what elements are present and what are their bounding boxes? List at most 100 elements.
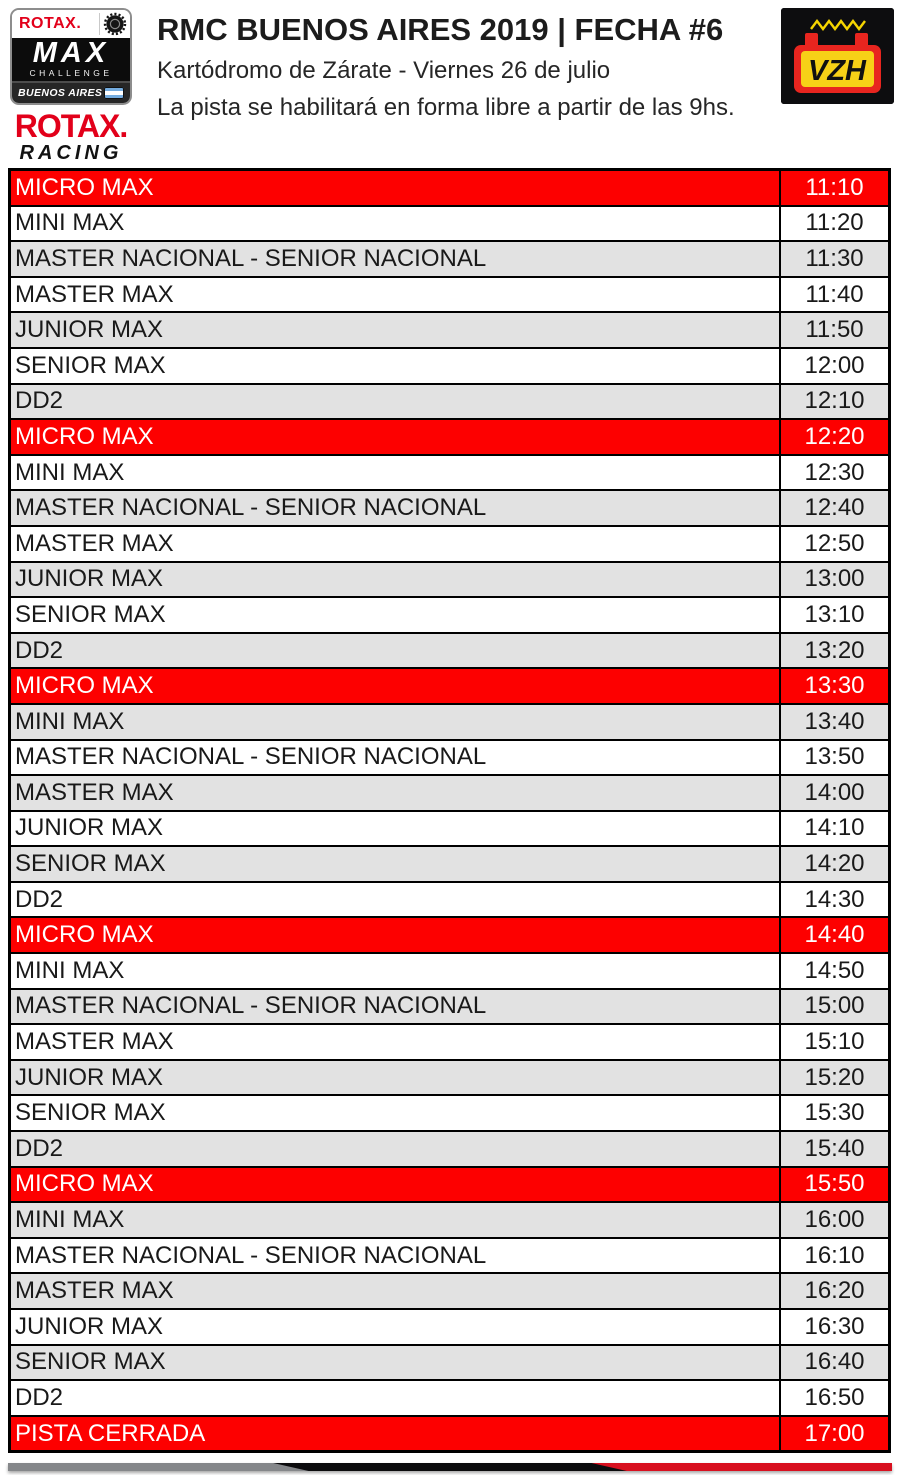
time-cell: 14:00 xyxy=(804,778,865,806)
time-cell: 14:10 xyxy=(804,814,865,842)
time-cell: 11:20 xyxy=(805,209,864,237)
table-row: JUNIOR MAX 16:30 xyxy=(11,1310,888,1346)
time-cell: 13:10 xyxy=(804,600,865,628)
header: ROTAX. MAX CHALLENGE BUENOS AIRES xyxy=(0,0,900,168)
time-cell: 15:40 xyxy=(804,1134,865,1162)
category-cell: SENIOR MAX xyxy=(11,598,781,632)
table-row: MICRO MAX 13:30 xyxy=(11,669,888,705)
time-cell: 11:40 xyxy=(805,280,864,308)
category-cell: MASTER NACIONAL - SENIOR NACIONAL xyxy=(11,989,781,1024)
vzh-battery-icon: VZH xyxy=(781,8,894,104)
vzh-logo: VZH xyxy=(781,8,894,104)
category-cell: MICRO MAX xyxy=(11,420,781,454)
rotax-max-challenge-logo: ROTAX. MAX CHALLENGE BUENOS AIRES xyxy=(10,8,132,163)
time-cell: 12:50 xyxy=(804,529,865,557)
table-row: DD2 16:50 xyxy=(11,1381,888,1417)
time-cell: 15:50 xyxy=(804,1170,865,1198)
max-logo-text: MAX xyxy=(32,37,110,69)
time-cell: 14:50 xyxy=(804,956,865,984)
table-row: MASTER NACIONAL - SENIOR NACIONAL 13:50 xyxy=(11,740,888,777)
category-cell: MINI MAX xyxy=(11,455,781,490)
time-cell: 14:40 xyxy=(804,921,865,949)
time-cell: 12:40 xyxy=(804,494,865,522)
time-cell: 12:00 xyxy=(804,351,865,379)
category-cell: SENIOR MAX xyxy=(11,348,781,383)
category-cell: JUNIOR MAX xyxy=(11,313,781,347)
category-cell: SENIOR MAX xyxy=(11,1096,781,1131)
category-cell: MICRO MAX xyxy=(11,1167,781,1202)
time-cell: 16:50 xyxy=(804,1383,865,1411)
table-row: SENIOR MAX 12:00 xyxy=(11,348,888,385)
table-row: SENIOR MAX 14:20 xyxy=(11,847,888,883)
time-cell: 11:50 xyxy=(805,316,864,344)
venue-date-subtitle: Kartódromo de Zárate - Viernes 26 de jul… xyxy=(157,57,611,84)
time-cell: 12:10 xyxy=(804,387,865,415)
table-row: JUNIOR MAX 15:20 xyxy=(11,1060,888,1097)
rotax-racing-logo: ROTAX. RACING xyxy=(10,110,132,163)
time-cell: 11:30 xyxy=(805,244,864,272)
racing-text: RACING xyxy=(19,142,123,164)
table-row: MASTER NACIONAL - SENIOR NACIONAL 11:30 xyxy=(11,242,888,278)
table-row: MASTER MAX 16:20 xyxy=(11,1274,888,1310)
category-cell: MASTER MAX xyxy=(11,1025,781,1059)
category-cell: MASTER MAX xyxy=(11,1274,781,1308)
time-cell: 16:20 xyxy=(804,1277,865,1305)
page-title: RMC BUENOS AIRES 2019 | FECHA #6 xyxy=(157,12,724,47)
category-cell: MINI MAX xyxy=(11,206,781,241)
category-cell: MASTER MAX xyxy=(11,776,781,810)
time-cell: 13:20 xyxy=(804,636,865,664)
category-cell: JUNIOR MAX xyxy=(11,811,781,846)
category-cell: DD2 xyxy=(11,633,781,668)
table-row: PISTA CERRADA 17:00 xyxy=(11,1416,888,1451)
category-cell: SENIOR MAX xyxy=(11,847,781,881)
table-row: DD2 12:10 xyxy=(11,384,888,421)
table-row: MASTER MAX 14:00 xyxy=(11,776,888,812)
time-cell: 15:30 xyxy=(804,1099,865,1127)
table-row: MASTER NACIONAL - SENIOR NACIONAL 12:40 xyxy=(11,491,888,527)
time-cell: 16:40 xyxy=(804,1348,865,1376)
table-row: MINI MAX 11:20 xyxy=(11,206,888,243)
time-cell: 13:50 xyxy=(804,743,865,771)
buenos-aires-text: BUENOS AIRES xyxy=(18,87,103,99)
table-row: MASTER NACIONAL - SENIOR NACIONAL 15:00 xyxy=(11,989,888,1026)
category-cell: MINI MAX xyxy=(11,704,781,739)
time-cell: 15:20 xyxy=(804,1063,865,1091)
table-row: MASTER MAX 11:40 xyxy=(11,277,888,314)
table-row: SENIOR MAX 13:10 xyxy=(11,598,888,634)
category-cell: DD2 xyxy=(11,384,781,419)
table-row: JUNIOR MAX 11:50 xyxy=(11,313,888,349)
time-cell: 14:30 xyxy=(804,885,865,913)
time-cell: 11:10 xyxy=(805,173,864,201)
rotax-racing-brand-text: ROTAX. xyxy=(14,108,129,144)
time-cell: 16:00 xyxy=(804,1206,865,1234)
table-row: DD2 15:40 xyxy=(11,1132,888,1168)
rmc-logo-top: ROTAX. xyxy=(12,10,130,38)
category-cell: DD2 xyxy=(11,882,781,917)
rmc-logo-bottom: BUENOS AIRES xyxy=(12,81,130,103)
category-cell: SENIOR MAX xyxy=(11,1345,781,1380)
category-cell: JUNIOR MAX xyxy=(11,1310,781,1344)
table-row: JUNIOR MAX 14:10 xyxy=(11,811,888,848)
category-cell: MASTER NACIONAL - SENIOR NACIONAL xyxy=(11,242,781,276)
table-row: MINI MAX 13:40 xyxy=(11,704,888,741)
track-open-note: La pista se habilitará en forma libre a … xyxy=(157,94,735,121)
table-row: SENIOR MAX 15:30 xyxy=(11,1096,888,1133)
category-cell: MASTER NACIONAL - SENIOR NACIONAL xyxy=(11,491,781,525)
category-cell: MASTER MAX xyxy=(11,526,781,561)
argentina-flag-icon xyxy=(104,87,124,99)
category-cell: MASTER MAX xyxy=(11,277,781,312)
time-cell: 12:30 xyxy=(804,458,865,486)
logo-divider xyxy=(99,13,100,35)
category-cell: MASTER NACIONAL - SENIOR NACIONAL xyxy=(11,1238,781,1273)
time-cell: 13:30 xyxy=(804,672,865,700)
time-cell: 17:00 xyxy=(804,1419,865,1447)
time-cell: 16:30 xyxy=(804,1312,865,1340)
table-row: MASTER MAX 12:50 xyxy=(11,526,888,563)
brp-gear-icon xyxy=(100,12,130,36)
table-row: MASTER MAX 15:10 xyxy=(11,1025,888,1061)
time-cell: 14:20 xyxy=(804,850,865,878)
time-cell: 15:00 xyxy=(804,992,865,1020)
time-cell: 15:10 xyxy=(804,1028,865,1056)
table-row: MICRO MAX 12:20 xyxy=(11,420,888,456)
table-row: MINI MAX 16:00 xyxy=(11,1203,888,1239)
